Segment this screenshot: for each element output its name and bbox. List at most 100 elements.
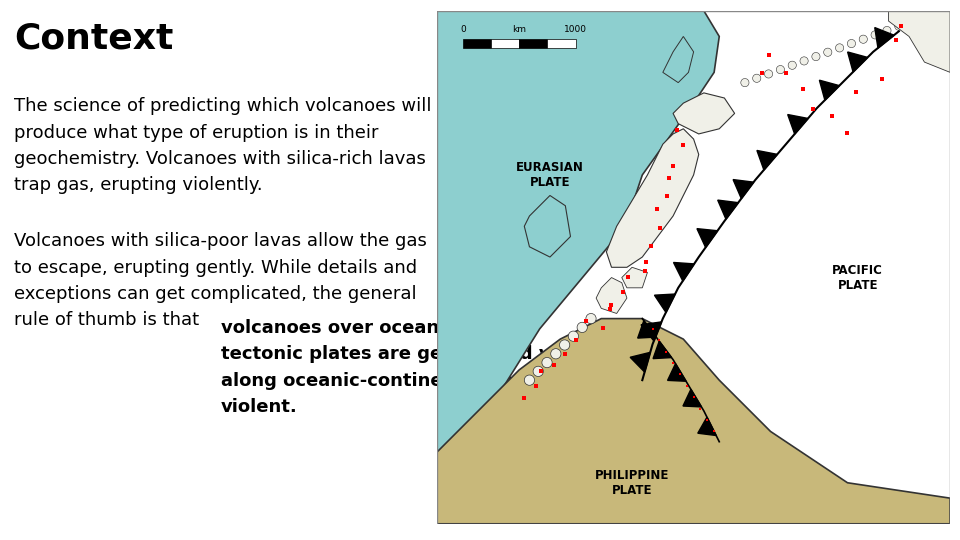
Point: [546, 361, 562, 369]
Point: [637, 267, 653, 276]
Point: [779, 69, 794, 78]
Circle shape: [568, 331, 579, 341]
Polygon shape: [756, 151, 778, 170]
Point: [707, 427, 722, 436]
Polygon shape: [596, 278, 627, 313]
Point: [685, 393, 701, 402]
Point: [661, 174, 677, 183]
Circle shape: [788, 61, 797, 69]
Circle shape: [753, 74, 761, 83]
Polygon shape: [875, 28, 894, 48]
Point: [672, 370, 687, 379]
Point: [676, 140, 691, 149]
Bar: [491, 38, 519, 48]
Circle shape: [560, 340, 569, 350]
Circle shape: [741, 78, 749, 87]
Polygon shape: [667, 363, 686, 381]
Polygon shape: [674, 262, 694, 281]
Point: [534, 366, 549, 375]
Circle shape: [859, 35, 868, 43]
Point: [693, 404, 708, 413]
Text: 1000: 1000: [564, 25, 588, 34]
Polygon shape: [820, 80, 839, 100]
Circle shape: [848, 39, 855, 48]
Circle shape: [777, 65, 784, 73]
Polygon shape: [607, 129, 699, 267]
Point: [875, 75, 890, 83]
Point: [558, 350, 573, 359]
Point: [602, 304, 617, 313]
Polygon shape: [718, 200, 738, 219]
Point: [620, 273, 636, 281]
Polygon shape: [673, 93, 734, 134]
Polygon shape: [653, 341, 672, 359]
Polygon shape: [655, 294, 675, 312]
Text: 0: 0: [460, 25, 466, 34]
Text: Context: Context: [14, 22, 174, 56]
Bar: [547, 38, 576, 48]
Polygon shape: [622, 267, 647, 288]
Point: [888, 36, 903, 44]
Point: [669, 126, 684, 134]
Point: [755, 69, 770, 77]
Circle shape: [824, 48, 832, 56]
Polygon shape: [733, 180, 754, 199]
Point: [700, 416, 715, 424]
Point: [665, 161, 681, 170]
Circle shape: [800, 57, 808, 65]
Text: EURASIAN
PLATE: EURASIAN PLATE: [516, 161, 584, 189]
Circle shape: [586, 313, 596, 324]
Point: [660, 192, 675, 200]
Point: [649, 205, 664, 214]
Point: [652, 336, 667, 345]
Point: [679, 382, 694, 390]
Circle shape: [541, 357, 552, 368]
Polygon shape: [637, 321, 656, 338]
Circle shape: [835, 44, 844, 52]
Point: [761, 51, 777, 59]
Polygon shape: [662, 37, 693, 83]
Point: [644, 242, 660, 251]
Circle shape: [871, 31, 879, 39]
Circle shape: [764, 70, 773, 78]
Point: [848, 87, 863, 96]
Point: [645, 325, 660, 333]
Point: [894, 21, 909, 30]
Polygon shape: [848, 52, 868, 72]
Circle shape: [895, 22, 903, 30]
Circle shape: [533, 366, 543, 376]
Text: Volcanoes with silica-poor lavas allow the gas
to escape, erupting gently. While: Volcanoes with silica-poor lavas allow t…: [14, 232, 427, 329]
Point: [595, 324, 611, 333]
Text: The science of predicting which volcanoes will
produce what type of eruption is : The science of predicting which volcanoe…: [14, 97, 432, 194]
Point: [637, 258, 653, 266]
Point: [579, 316, 594, 325]
Point: [659, 347, 674, 356]
Point: [604, 300, 619, 309]
Polygon shape: [437, 11, 719, 483]
Polygon shape: [641, 322, 661, 341]
Polygon shape: [683, 389, 702, 407]
Polygon shape: [698, 417, 716, 435]
Circle shape: [883, 26, 891, 35]
Point: [665, 359, 681, 367]
Polygon shape: [697, 228, 717, 247]
Text: PHILIPPINE
PLATE: PHILIPPINE PLATE: [595, 469, 669, 497]
Bar: [519, 38, 547, 48]
Polygon shape: [524, 195, 570, 257]
Text: km: km: [513, 25, 526, 34]
Circle shape: [577, 322, 588, 333]
Point: [653, 224, 668, 233]
Circle shape: [812, 52, 820, 60]
Point: [805, 105, 821, 113]
Polygon shape: [630, 352, 650, 372]
Polygon shape: [889, 11, 950, 72]
Point: [825, 112, 840, 120]
Polygon shape: [788, 114, 808, 134]
Point: [795, 84, 810, 93]
Polygon shape: [437, 319, 950, 524]
Circle shape: [551, 349, 561, 359]
Point: [528, 382, 543, 390]
Text: PACIFIC
PLATE: PACIFIC PLATE: [832, 264, 883, 292]
Point: [516, 394, 532, 402]
Circle shape: [524, 375, 535, 386]
